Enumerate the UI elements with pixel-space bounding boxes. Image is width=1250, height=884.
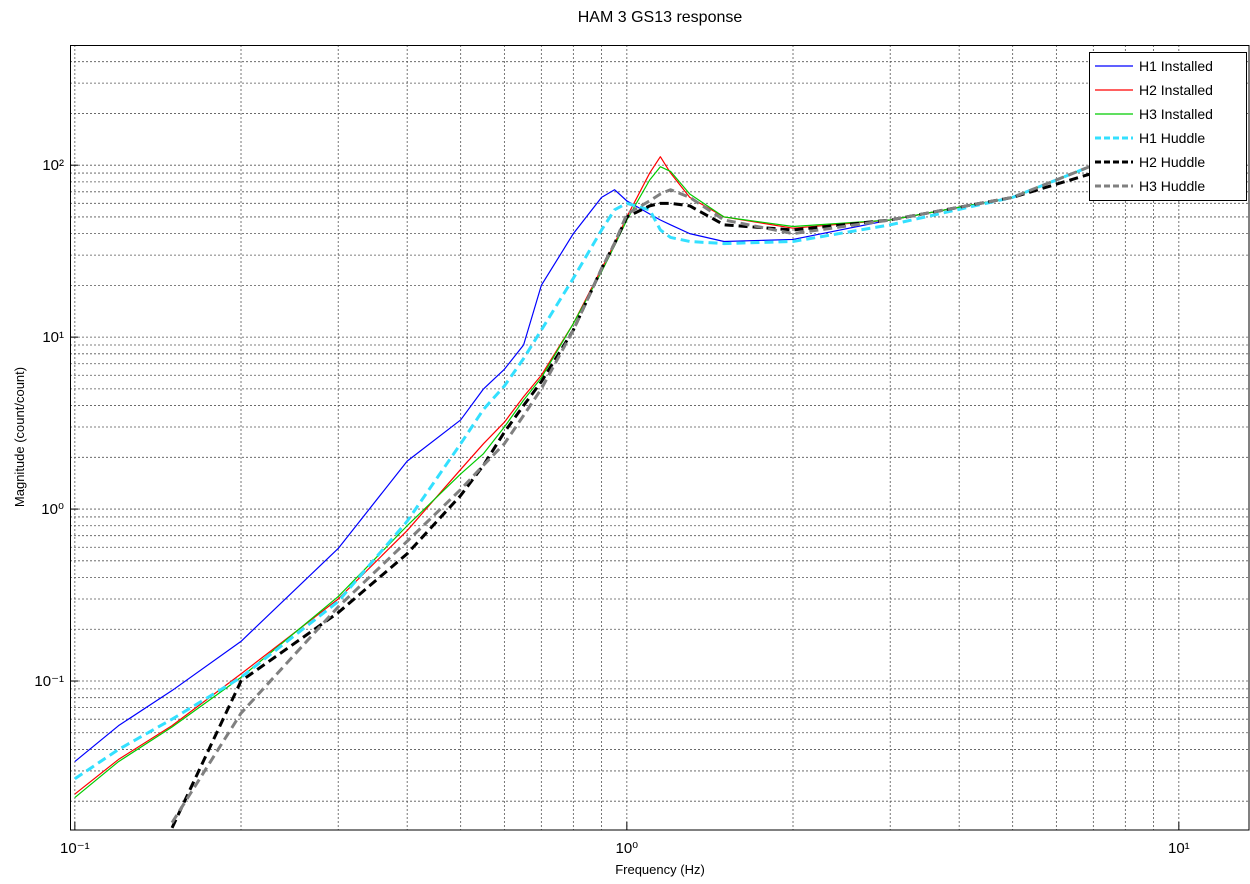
y-tick-label: 10²	[42, 157, 64, 174]
legend-label: H1 Huddle	[1139, 130, 1205, 146]
y-axis-label: Magnitude (count/count)	[12, 367, 27, 507]
legend-box	[1089, 52, 1247, 201]
series-line	[170, 112, 1243, 829]
plot-lines	[74, 109, 1243, 829]
grid	[70, 45, 1249, 830]
legend-label: H2 Huddle	[1139, 154, 1205, 170]
series-line	[74, 112, 1243, 781]
y-tick-label: 10⁰	[41, 501, 64, 518]
x-axis-label: Frequency (Hz)	[615, 862, 705, 877]
series-line	[74, 112, 1242, 763]
y-tick-label: 10⁻¹	[34, 673, 64, 690]
plot-frame	[70, 45, 1250, 831]
legend: H1 Installed H2 Installed H3 Installed H1 H…	[1089, 52, 1247, 201]
series-line	[74, 109, 1242, 799]
chart-title: HAM 3 GS13 response	[578, 9, 743, 26]
x-tick-label: 10⁻¹	[60, 840, 90, 857]
x-tick-label: 10¹	[1168, 840, 1190, 857]
legend-label: H3 Installed	[1139, 106, 1213, 122]
x-tick-label: 10⁰	[615, 840, 638, 857]
series-line	[170, 112, 1243, 824]
y-tick-label: 10¹	[42, 329, 64, 346]
legend-label: H2 Installed	[1139, 82, 1213, 98]
legend-label: H1 Installed	[1139, 58, 1213, 74]
series-line	[74, 112, 1242, 795]
legend-label: H3 Huddle	[1139, 178, 1205, 194]
